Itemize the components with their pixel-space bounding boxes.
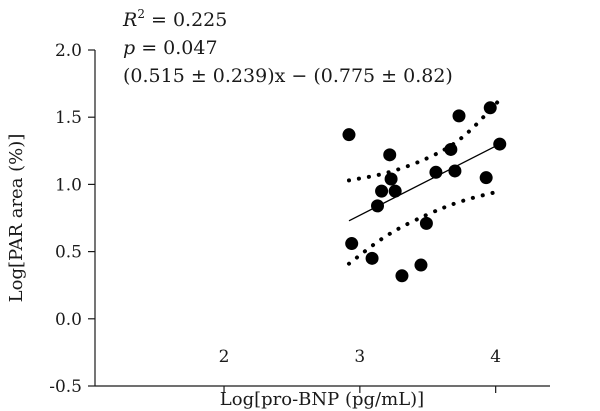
data-point [493, 137, 507, 151]
data-point [342, 128, 356, 142]
data-point [483, 101, 497, 115]
data-point [452, 109, 466, 123]
fit-line [348, 143, 501, 222]
confidence-band [346, 97, 502, 266]
y-tick-label: -0.5 [49, 377, 82, 397]
x-axis-ticks: 2 3 4 [219, 347, 501, 393]
regression-annotation: R2 = 0.225 p = 0.047 (0.515 ± 0.239)x − … [122, 7, 453, 87]
y-tick-label: 0.5 [55, 243, 82, 263]
data-point [419, 216, 433, 230]
data-point [444, 142, 458, 156]
y-tick-label: 0.0 [55, 310, 82, 330]
data-point [479, 171, 493, 185]
confidence-band-lower [346, 189, 502, 266]
data-point [414, 258, 428, 272]
x-tick-label: 4 [490, 347, 501, 367]
data-point [383, 148, 397, 162]
data-point [429, 165, 443, 179]
y-tick-label: 2.0 [55, 41, 82, 61]
r-squared-value: = 0.225 [145, 9, 227, 31]
confidence-band-upper [346, 97, 502, 183]
p-value-text: p = 0.047 [123, 37, 218, 59]
y-axis-label: Log[PAR area (%)] [6, 134, 27, 303]
p-value: = 0.047 [135, 37, 217, 59]
r-squared-text: R2 = 0.225 [122, 7, 227, 31]
y-tick-label: 1.0 [55, 175, 82, 195]
x-tick-label: 2 [219, 347, 230, 367]
p-symbol: p [123, 37, 135, 59]
y-axis-ticks: 2.0 1.5 1.0 0.5 0.0 -0.5 [49, 41, 95, 397]
regression-equation: (0.515 ± 0.239)x − (0.775 ± 0.82) [123, 65, 453, 87]
data-point [371, 199, 385, 213]
r-squared-symbol: R [122, 9, 137, 31]
data-point [395, 269, 409, 283]
data-point [365, 251, 379, 265]
y-tick-label: 1.5 [55, 108, 82, 128]
x-tick-label: 3 [354, 347, 365, 367]
fit-line-group [348, 143, 501, 222]
data-point [345, 237, 359, 251]
data-point [448, 164, 462, 178]
data-point [384, 172, 398, 186]
x-axis-label: Log[pro-BNP (pg/mL)] [220, 389, 424, 410]
r-squared-superscript: 2 [137, 7, 145, 21]
data-point [375, 184, 389, 198]
data-points [342, 101, 507, 283]
data-point [388, 184, 402, 198]
